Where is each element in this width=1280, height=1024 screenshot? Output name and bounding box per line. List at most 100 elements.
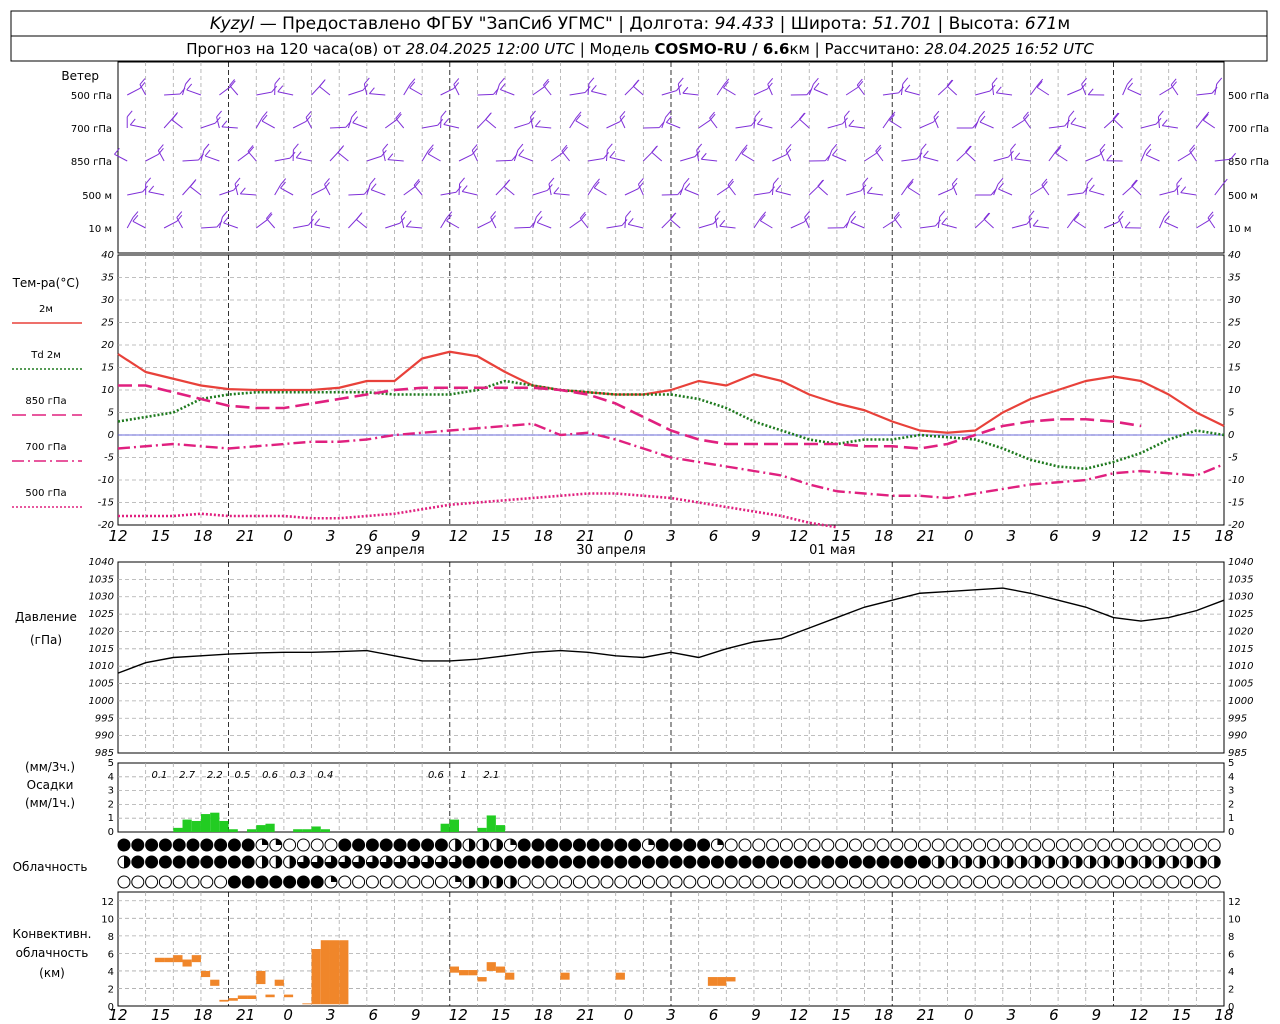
precip-bar bbox=[477, 827, 487, 832]
hour-label-bottom: 18 bbox=[1214, 1006, 1233, 1024]
hour-label-bottom: 6 bbox=[368, 1006, 378, 1024]
wind-barb bbox=[993, 156, 1009, 162]
cloud-symbol bbox=[131, 875, 145, 889]
wind-barb-feather bbox=[584, 86, 591, 93]
y-tick-left: 0 bbox=[108, 430, 114, 441]
wind-barb-feather bbox=[176, 211, 183, 218]
cloud-symbol bbox=[779, 855, 793, 869]
hour-label-bottom: 9 bbox=[411, 1006, 421, 1024]
y-tick-right: 6 bbox=[1228, 949, 1234, 960]
cloud-symbol bbox=[876, 875, 890, 889]
wind-barb bbox=[462, 191, 478, 196]
wind-barb-feather bbox=[355, 213, 362, 220]
series-t700 bbox=[117, 422, 1225, 500]
y-tick-right: -10 bbox=[1228, 475, 1244, 486]
cloud-symbol bbox=[531, 875, 545, 889]
wind-barb bbox=[348, 218, 358, 229]
cloud-symbol bbox=[200, 875, 214, 889]
hour-label-bottom: 21 bbox=[576, 1006, 595, 1024]
y-tick-left: 1 bbox=[108, 813, 114, 824]
wind-barb-feather bbox=[1014, 152, 1021, 160]
alt-value: 671 bbox=[1025, 14, 1057, 34]
wind-barb bbox=[163, 118, 173, 129]
cloud-symbol bbox=[1055, 875, 1069, 889]
wind-barb bbox=[293, 224, 309, 229]
wind-barb-feather bbox=[1189, 144, 1195, 152]
y-tick-right: -5 bbox=[1228, 453, 1238, 464]
hour-label: 12 bbox=[449, 527, 468, 545]
cloud-symbol bbox=[172, 855, 186, 869]
cloud-symbol bbox=[352, 875, 366, 889]
cloud-symbol bbox=[1083, 838, 1097, 852]
wind-barb-feather bbox=[609, 151, 616, 158]
wind-barb bbox=[808, 185, 820, 196]
wind-barb bbox=[1067, 192, 1084, 196]
wind-barb bbox=[1127, 88, 1142, 96]
y-tick-right: 1030 bbox=[1228, 592, 1253, 603]
hour-label: 6 bbox=[1049, 527, 1059, 545]
wind-barb-feather bbox=[534, 120, 541, 127]
cloud-fill bbox=[648, 839, 655, 845]
wind-barb bbox=[979, 121, 994, 129]
conv-bar bbox=[320, 940, 330, 1005]
wind-barb bbox=[579, 217, 589, 229]
wind-barb-feather bbox=[831, 143, 838, 151]
wind-barb-feather bbox=[1230, 152, 1236, 160]
wind-barb bbox=[1207, 217, 1216, 229]
series-t2m bbox=[117, 350, 1225, 434]
wind-barb-feather bbox=[1082, 186, 1089, 194]
wind-barb bbox=[370, 189, 386, 196]
wind-barb bbox=[637, 184, 644, 196]
cloud-symbol bbox=[793, 855, 807, 869]
precip-bar bbox=[440, 823, 450, 832]
cloud-fill bbox=[325, 856, 337, 868]
cloud-symbol bbox=[821, 875, 835, 889]
cloud-symbol bbox=[710, 875, 724, 889]
cloud-fill bbox=[352, 856, 365, 868]
wind-barb-feather bbox=[280, 181, 286, 189]
cloud-fill bbox=[289, 856, 296, 868]
wind-barb-feather bbox=[1207, 211, 1214, 219]
wind-barb-feather bbox=[677, 77, 684, 85]
hour-label: 12 bbox=[789, 527, 808, 545]
wind-barb bbox=[735, 150, 743, 162]
cloud-symbol bbox=[1014, 875, 1028, 889]
wind-barb-feather bbox=[908, 178, 914, 186]
y-tick-right: 20 bbox=[1228, 340, 1241, 351]
y-tick-right: 1025 bbox=[1228, 609, 1253, 620]
cloud-symbol bbox=[1124, 875, 1138, 889]
wind-barb bbox=[1176, 183, 1179, 196]
wind-barb bbox=[593, 187, 607, 196]
wind-barb bbox=[1159, 190, 1175, 196]
wind-barb bbox=[696, 149, 700, 162]
y-tick-left: 1035 bbox=[89, 574, 114, 585]
wind-barb-feather bbox=[548, 177, 555, 185]
wind-barb bbox=[587, 83, 590, 96]
y-tick-right: 15 bbox=[1228, 363, 1241, 374]
wind-barb-feather bbox=[619, 115, 626, 123]
wind-barb bbox=[543, 84, 552, 96]
wind-barb-feather bbox=[1081, 77, 1087, 85]
temp-title: Тем-ра(°C) bbox=[12, 276, 80, 290]
wind-barb bbox=[632, 85, 644, 96]
cloud-symbol bbox=[710, 855, 724, 869]
wind-barb bbox=[843, 116, 847, 129]
wind-barb-feather bbox=[844, 110, 850, 118]
cloud-symbol bbox=[945, 838, 959, 852]
wind-barb bbox=[163, 220, 178, 229]
conv-bar bbox=[182, 959, 192, 967]
wind-barb bbox=[919, 225, 936, 229]
cloud-symbol bbox=[186, 875, 200, 889]
cloud-symbol bbox=[503, 855, 517, 869]
wind-barb-feather bbox=[126, 110, 133, 118]
wind-barb bbox=[680, 156, 696, 162]
conv-bar bbox=[717, 977, 727, 986]
wind-barb bbox=[817, 185, 829, 196]
wind-barb bbox=[1011, 120, 1025, 129]
wind-barb-feather bbox=[916, 152, 923, 160]
wind-barb-feather bbox=[517, 143, 524, 151]
wind-barb bbox=[1089, 190, 1105, 196]
wind-barb bbox=[495, 159, 512, 162]
wind-barb-feather bbox=[866, 186, 873, 194]
cloud-symbol bbox=[255, 875, 269, 889]
